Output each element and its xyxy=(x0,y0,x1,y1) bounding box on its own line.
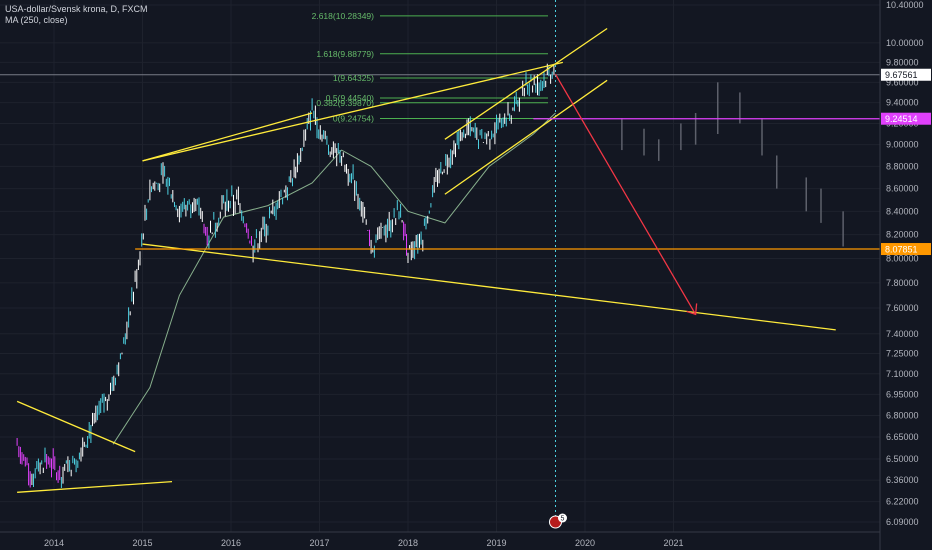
symbol-title[interactable]: USA-dollar/Svensk krona, D, FXCM xyxy=(5,4,148,14)
forecast-arrowhead xyxy=(686,303,698,316)
event-count-badge xyxy=(558,513,567,523)
fib-level-label: 0.382(9.39870) xyxy=(316,98,374,108)
moving-average xyxy=(112,112,556,445)
time-tick-label: 2014 xyxy=(44,538,64,548)
trend-drawings xyxy=(16,27,880,493)
forecast-arrow-shaft xyxy=(554,73,697,315)
price-tick-label: 6.95000 xyxy=(886,389,919,399)
trend-line xyxy=(142,112,313,162)
price-tick-label: 8.80000 xyxy=(886,161,919,171)
price-tick-label: 7.40000 xyxy=(886,329,919,339)
price-series xyxy=(16,63,555,488)
price-tick-label: 8.00000 xyxy=(886,253,919,263)
time-tick-label: 2017 xyxy=(309,538,329,548)
price-tick-label: 10.00000 xyxy=(886,38,924,48)
price-tick-label: 6.50000 xyxy=(886,454,919,464)
time-tick-label: 2016 xyxy=(221,538,241,548)
price-tick-label: 8.40000 xyxy=(886,206,919,216)
price-tag-label: 9.24514 xyxy=(885,114,918,124)
time-tick-label: 2019 xyxy=(486,538,506,548)
trend-line xyxy=(444,27,608,140)
fib-level-label: 0.5(9.44540) xyxy=(326,93,374,103)
grid xyxy=(0,0,880,532)
price-tick-label: 7.80000 xyxy=(886,278,919,288)
ma-line xyxy=(112,112,556,445)
fibonacci-levels: 2.618(10.28349) 1.618(9.88779) 1(9.64325) 0… xyxy=(312,11,548,123)
fib-level-label: 0(9.24754) xyxy=(333,113,374,123)
price-tick-label: 9.00000 xyxy=(886,140,919,150)
trend-line xyxy=(16,400,136,453)
price-tick-label: 6.65000 xyxy=(886,432,919,442)
price-tick-label: 6.09000 xyxy=(886,517,919,527)
fib-level-label: 1(9.64325) xyxy=(333,73,374,83)
time-tick-label: 2020 xyxy=(575,538,595,548)
trend-line xyxy=(17,480,173,493)
price-tag-box xyxy=(881,112,931,125)
fib-level-label: 2.618(10.28349) xyxy=(312,11,375,21)
trend-line xyxy=(444,79,608,195)
time-tick-label: 2021 xyxy=(663,538,683,548)
price-tag-box xyxy=(881,243,931,256)
chart-legend: USA-dollar/Svensk krona, D, FXCM MA (250… xyxy=(5,4,148,26)
price-tick-label: 7.10000 xyxy=(886,369,919,379)
price-tick-label: 10.40000 xyxy=(886,0,924,10)
price-tag-label: 8.07851 xyxy=(885,245,918,255)
price-axis: 10.40000 10.00000 9.80000 9.60000 9.40000 9.2… xyxy=(879,0,931,550)
time-tick-label: 2015 xyxy=(132,538,152,548)
time-tick-label: 2018 xyxy=(398,538,418,548)
price-tick-label: 6.22000 xyxy=(886,497,919,507)
price-tag-box xyxy=(881,68,931,81)
event-marker[interactable]: 5 xyxy=(549,513,568,529)
trend-line xyxy=(142,243,836,331)
price-tick-label: 6.80000 xyxy=(886,410,919,420)
projection-bars xyxy=(621,82,844,247)
time-axis: 2014 2015 2016 2017 2018 2019 2020 2021 xyxy=(0,531,880,548)
fib-level-label: 1.618(9.88779) xyxy=(316,49,374,59)
price-tick-label: 9.80000 xyxy=(886,57,919,67)
price-tick-label: 8.60000 xyxy=(886,184,919,194)
price-tag-label: 9.67561 xyxy=(885,70,918,80)
trend-line xyxy=(142,61,564,162)
price-tick-label: 6.36000 xyxy=(886,475,919,485)
price-tick-label: 8.20000 xyxy=(886,230,919,240)
indicator-title[interactable]: MA (250, close) xyxy=(5,15,68,25)
price-tick-label: 9.60000 xyxy=(886,77,919,87)
price-tick-label: 7.60000 xyxy=(886,303,919,313)
price-tick-label: 7.25000 xyxy=(886,349,919,359)
price-tick-label: 9.40000 xyxy=(886,98,919,108)
event-count-label: 5 xyxy=(561,516,565,523)
